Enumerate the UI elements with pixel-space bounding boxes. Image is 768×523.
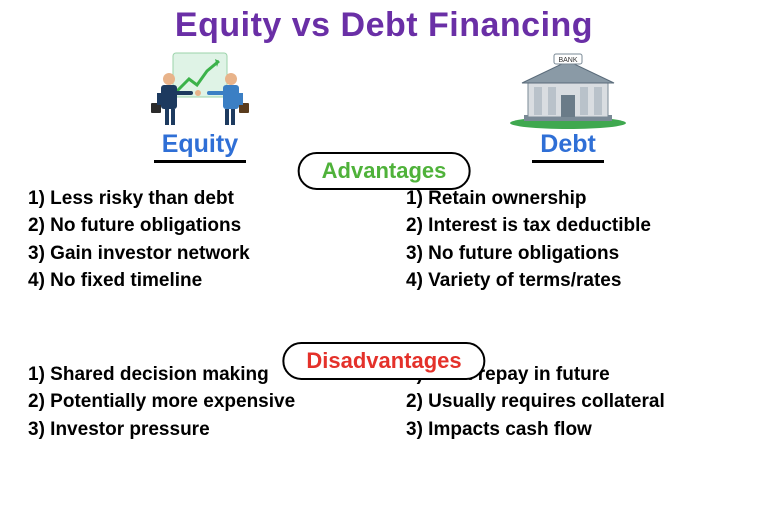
list-item: 2) Usually requires collateral [406,388,748,416]
list-item: 3) Investor pressure [28,416,388,444]
page-title: Equity vs Debt Financing [0,0,768,45]
advantages-heading: Advantages [298,152,471,190]
list-item: 2) Potentially more expensive [28,388,388,416]
equity-label: Equity [154,131,246,163]
equity-icon [135,51,265,129]
list-item: 4) Variety of terms/rates [406,267,748,295]
list-item: 2) Interest is tax deductible [406,212,748,240]
list-item: 3) Gain investor network [28,240,388,268]
debt-label: Debt [532,131,604,163]
debt-advantages-list: 1) Retain ownership 2) Interest is tax d… [388,185,748,295]
header-columns: Equity BANK Debt [0,51,768,163]
equity-advantages-list: 1) Less risky than debt 2) No future obl… [28,185,388,295]
list-item: 2) No future obligations [28,212,388,240]
bank-icon: BANK [498,51,638,129]
debt-column-header: BANK Debt [398,51,738,163]
disadvantages-heading: Disadvantages [282,342,485,380]
advantages-lists: 1) Less risky than debt 2) No future obl… [0,185,768,295]
list-item: 3) No future obligations [406,240,748,268]
list-item: 4) No fixed timeline [28,267,388,295]
list-item: 3) Impacts cash flow [406,416,748,444]
svg-text:BANK: BANK [559,57,578,64]
equity-column-header: Equity [30,51,370,163]
